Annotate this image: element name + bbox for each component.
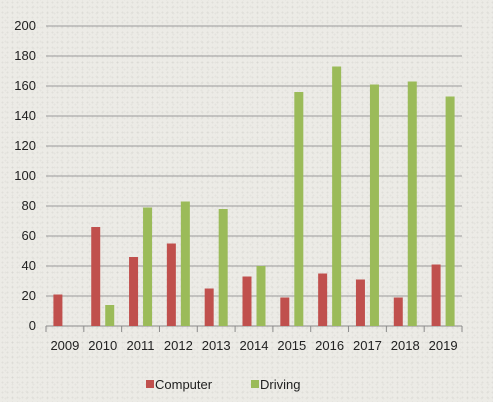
bar-driving-2014 <box>256 266 266 326</box>
bar-computer-2015 <box>280 297 290 326</box>
gridlines <box>46 25 462 327</box>
x-tick-label: 2016 <box>315 338 344 353</box>
bar-computer-2019 <box>431 264 441 326</box>
bar-driving-2012 <box>180 201 190 326</box>
bar-computer-2018 <box>393 297 403 326</box>
y-tick-label: 60 <box>22 228 36 243</box>
y-tick-label: 140 <box>14 108 36 123</box>
axes: 0 20 40 60 80 100 120 140 160 180 200 2009 2010 2011 2… <box>14 18 463 353</box>
bars <box>53 66 455 326</box>
bar-computer-2011 <box>129 257 139 326</box>
y-tick-label: 160 <box>14 78 36 93</box>
y-tick-label: 200 <box>14 18 36 33</box>
x-tick-label: 2011 <box>127 338 155 353</box>
y-tick-label: 120 <box>14 138 36 153</box>
bar-driving-2015 <box>294 92 304 326</box>
bar-computer-2013 <box>204 288 214 326</box>
bar-computer-2009 <box>53 294 63 326</box>
bar-computer-2010 <box>91 227 101 326</box>
bar-driving-2011 <box>143 207 153 326</box>
x-tick-label: 2015 <box>277 338 306 353</box>
y-tick-label: 40 <box>22 258 36 273</box>
y-tick-label: 80 <box>22 198 36 213</box>
x-tick-label: 2018 <box>391 338 420 353</box>
x-tick-label: 2010 <box>88 338 117 353</box>
bar-driving-2010 <box>105 305 115 326</box>
legend-label-driving: Driving <box>260 377 300 392</box>
y-tick-label: 0 <box>29 318 36 333</box>
x-tick-label: 2014 <box>240 338 269 353</box>
legend: Computer Driving <box>146 377 300 392</box>
x-tick-label: 2009 <box>50 338 79 353</box>
legend-label-computer: Computer <box>155 377 213 392</box>
bar-computer-2017 <box>355 279 365 326</box>
x-tick-label: 2012 <box>164 338 193 353</box>
legend-swatch-computer <box>146 380 154 388</box>
y-tick-label: 20 <box>22 288 36 303</box>
x-tick-label: 2017 <box>353 338 382 353</box>
bar-driving-2019 <box>445 96 455 326</box>
bar-driving-2016 <box>332 66 342 326</box>
y-tick-label: 100 <box>14 168 36 183</box>
bar-computer-2012 <box>166 243 176 326</box>
legend-swatch-driving <box>251 380 259 388</box>
bar-computer-2016 <box>318 273 328 326</box>
x-tick-label: 2019 <box>429 338 458 353</box>
y-tick-label: 180 <box>14 48 36 63</box>
bar-driving-2017 <box>369 84 379 326</box>
x-tick-label: 2013 <box>202 338 231 353</box>
bar-driving-2018 <box>407 81 417 326</box>
bar-driving-2013 <box>218 209 228 326</box>
bar-computer-2014 <box>242 276 252 326</box>
